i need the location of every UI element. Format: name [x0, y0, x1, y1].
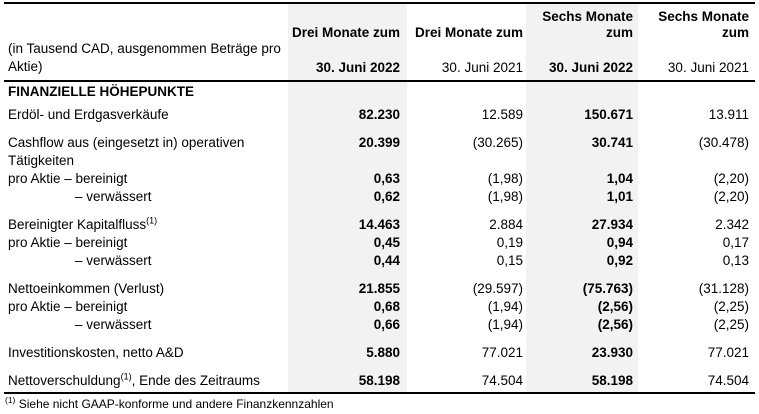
value-cell: 0,62 — [373, 189, 400, 204]
date-label: 30. Juni 2021 — [667, 60, 749, 75]
table-row: pro Aktie – bereinigt 0,63 (1,98) 1,04 (2,20… — [4, 170, 755, 188]
row-label: pro Aktie – bereinigt — [8, 235, 128, 250]
value-cell: (2,25) — [713, 317, 749, 332]
value-cell: 0,63 — [373, 171, 400, 186]
value-cell: 0,19 — [496, 235, 523, 250]
value-cell: 1,01 — [606, 189, 633, 204]
footnote-marker: (1) — [5, 395, 16, 405]
value-cell: (2,20) — [713, 189, 749, 204]
table-row: Investitionskosten, netto A&D 5.880 77.021… — [4, 344, 755, 362]
value-cell: (2,20) — [713, 171, 749, 186]
table-row: Nettoeinkommen (Verlust) 21.855 (29.597) (7… — [4, 280, 755, 298]
value-cell: 0,17 — [722, 235, 749, 250]
table-row: – verwässert 0,44 0,15 0,92 0,13 — [4, 252, 755, 270]
row-label: – verwässert — [75, 253, 152, 268]
value-cell: (31.128) — [698, 281, 749, 296]
value-cell: 77.021 — [481, 345, 523, 360]
table-row: Erdöl- und Erdgasverkäufe 82.230 12.589 150… — [4, 106, 755, 124]
value-cell: 20.399 — [358, 135, 400, 150]
row-label: Bereinigter Kapitalfluss(1) — [8, 215, 158, 232]
value-cell: 82.230 — [358, 107, 400, 122]
date-label: 30. Juni 2021 — [441, 60, 523, 75]
value-cell: 5.880 — [366, 345, 400, 360]
row-label: – verwässert — [75, 317, 152, 332]
value-cell: (2,56) — [597, 299, 633, 314]
table-row: – verwässert 0,62 (1,98) 1,01 (2,20) — [4, 188, 755, 206]
row-label: Nettoeinkommen (Verlust) — [8, 281, 165, 296]
value-cell: 77.021 — [707, 345, 749, 360]
period-label: Drei Monate zum — [414, 25, 523, 40]
column-header-2: Drei Monate zum 30. Juni 2021 — [407, 4, 526, 80]
table-row: pro Aktie – bereinigt 0,45 0,19 0,94 0,17 — [4, 234, 755, 252]
value-cell: (1,98) — [487, 171, 523, 186]
table-row: – verwässert 0,66 (1,94) (2,56) (2,25) — [4, 316, 755, 334]
value-cell: 12.589 — [481, 107, 523, 122]
column-header-3: Sechs Monate zum 30. Juni 2022 — [526, 4, 638, 80]
value-cell: 0,44 — [373, 253, 400, 268]
value-cell: (1,98) — [487, 189, 523, 204]
table-row: Nettoverschuldung(1), Ende des Zeitraums… — [4, 372, 755, 390]
table-body: FINANZIELLE HÖHEPUNKTE Erdöl- und Erdgas… — [4, 83, 755, 392]
row-label: – verwässert — [75, 189, 152, 204]
row-label: Investitionskosten, netto A&D — [8, 345, 184, 360]
value-cell: 58.198 — [591, 373, 633, 388]
value-cell: 2.342 — [715, 217, 749, 232]
column-header-4: Sechs Monate zum 30. Juni 2021 — [638, 4, 755, 80]
value-cell: 74.504 — [481, 373, 523, 388]
value-cell: 0,66 — [373, 317, 400, 332]
table-header-row: (in Tausend CAD, ausgenommen Beträge pro… — [4, 4, 755, 82]
row-label: Nettoverschuldung(1), Ende des Zeitraums — [8, 371, 260, 388]
value-cell: (2,25) — [713, 299, 749, 314]
value-cell: 0,15 — [496, 253, 523, 268]
value-cell: 74.504 — [707, 373, 749, 388]
unit-note-cell: (in Tausend CAD, ausgenommen Beträge pro… — [4, 4, 288, 80]
value-cell: 58.198 — [358, 373, 400, 388]
financial-highlights-table: (in Tausend CAD, ausgenommen Beträge pro… — [4, 2, 755, 394]
row-label: Erdöl- und Erdgasverkäufe — [8, 107, 169, 122]
value-cell: 2.884 — [489, 217, 523, 232]
highlight-column-shading-q2-2022 — [288, 4, 407, 392]
row-label: pro Aktie – bereinigt — [8, 171, 128, 186]
table-row: Bereinigter Kapitalfluss(1) 14.463 2.884 27… — [4, 216, 755, 234]
table-row: Cashflow aus (eingesetzt in) operativen … — [4, 134, 755, 170]
value-cell: 0,94 — [606, 235, 633, 250]
value-cell: (30.478) — [698, 135, 749, 150]
value-cell: (30.265) — [472, 135, 523, 150]
footnote: (1) Siehe nicht GAAP-konforme und andere… — [4, 395, 755, 412]
period-label: Drei Monate zum — [291, 25, 400, 40]
value-cell: 21.855 — [358, 281, 400, 296]
value-cell: 14.463 — [358, 217, 400, 232]
footnote-text: Siehe nicht GAAP-konforme und andere Fin… — [18, 397, 334, 411]
value-cell: 0,92 — [606, 253, 633, 268]
row-label: pro Aktie – bereinigt — [8, 299, 128, 314]
table-row: pro Aktie – bereinigt 0,68 (1,94) (2,56) (2,… — [4, 298, 755, 316]
date-label: 30. Juni 2022 — [315, 60, 400, 75]
value-cell: 13.911 — [708, 107, 749, 122]
value-cell: 150.671 — [584, 107, 633, 122]
row-label: Cashflow aus (eingesetzt in) operativen … — [8, 135, 245, 168]
value-cell: (1,94) — [487, 299, 523, 314]
value-cell: 30.741 — [591, 135, 633, 150]
value-cell: (75.763) — [582, 281, 633, 296]
section-title: FINANZIELLE HÖHEPUNKTE — [8, 84, 195, 99]
value-cell: (1,94) — [487, 317, 523, 332]
column-header-1: Drei Monate zum 30. Juni 2022 — [288, 4, 407, 80]
value-cell: 1,04 — [606, 171, 633, 186]
value-cell: (29.597) — [472, 281, 523, 296]
period-label: Sechs Monate zum — [658, 9, 749, 40]
value-cell: 0,45 — [373, 235, 400, 250]
highlight-column-shading-h1-2022 — [526, 4, 638, 392]
value-cell: 0,13 — [722, 253, 749, 268]
date-label: 30. Juni 2022 — [548, 60, 633, 75]
value-cell: 23.930 — [591, 345, 633, 360]
value-cell: 27.934 — [591, 217, 633, 232]
value-cell: (2,56) — [597, 317, 633, 332]
period-label: Sechs Monate zum — [542, 9, 633, 40]
unit-note: (in Tausend CAD, ausgenommen Beträge pro… — [8, 41, 281, 74]
value-cell: 0,68 — [373, 299, 400, 314]
